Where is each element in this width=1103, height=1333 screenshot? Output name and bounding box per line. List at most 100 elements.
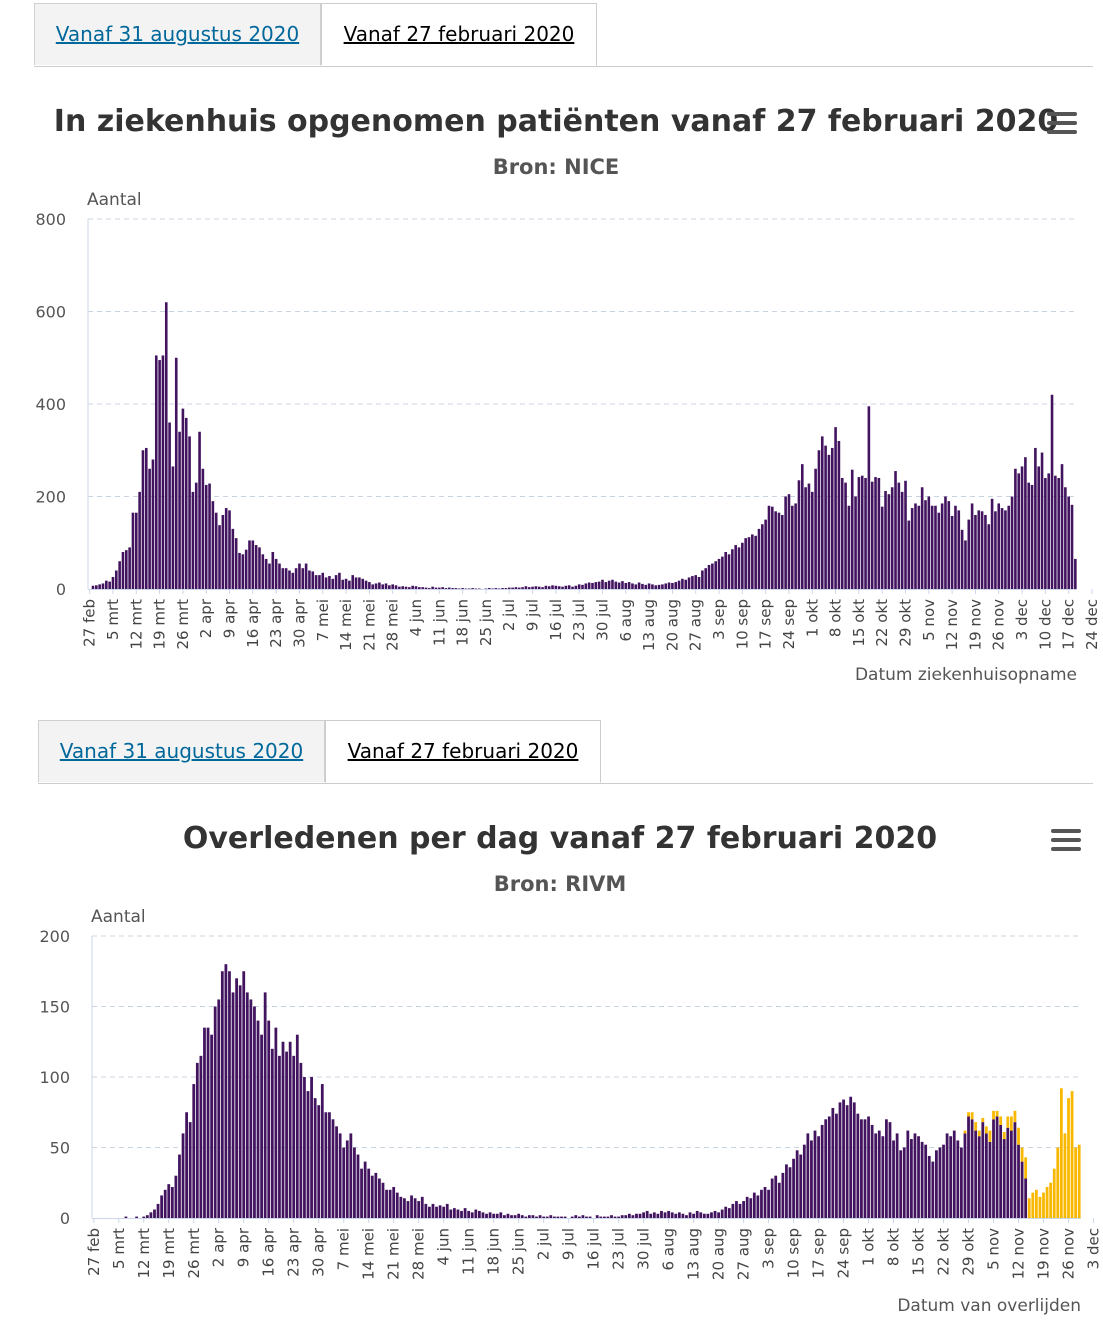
chart1-bar[interactable] xyxy=(301,568,305,589)
chart1-bar[interactable] xyxy=(920,487,924,589)
tab-vanaf-31-augustus-2[interactable]: Vanaf 31 augustus 2020 xyxy=(38,720,325,782)
chart1-bar[interactable] xyxy=(211,501,215,590)
chart2-bar[interactable] xyxy=(1006,1127,1010,1218)
tab-vanaf-31-augustus[interactable]: Vanaf 31 augustus 2020 xyxy=(34,3,321,65)
chart1-bar[interactable] xyxy=(141,450,145,589)
chart2-bar[interactable] xyxy=(702,1213,706,1218)
chart2-bar[interactable] xyxy=(538,1215,542,1218)
chart2-bar[interactable] xyxy=(988,1130,992,1142)
chart1-bar[interactable] xyxy=(747,537,751,589)
chart2-bar[interactable] xyxy=(631,1215,635,1218)
chart2-bar[interactable] xyxy=(270,1048,274,1218)
chart2-bar[interactable] xyxy=(724,1206,728,1218)
chart1-bar[interactable] xyxy=(218,525,221,589)
chart2-bar[interactable] xyxy=(913,1133,917,1218)
chart2-bar[interactable] xyxy=(817,1136,820,1218)
chart2-bar[interactable] xyxy=(217,999,221,1218)
chart2-bar[interactable] xyxy=(1002,1139,1006,1218)
chart2-bar[interactable] xyxy=(470,1212,474,1218)
chart2-bar[interactable] xyxy=(995,1116,999,1218)
chart2-bar[interactable] xyxy=(952,1130,956,1218)
chart1-bar[interactable] xyxy=(451,588,454,589)
chart1-bar[interactable] xyxy=(734,545,737,589)
chart1-bar[interactable] xyxy=(414,586,418,589)
chart1-bar[interactable] xyxy=(674,582,678,589)
chart2-bar[interactable] xyxy=(360,1168,363,1218)
chart1-bar[interactable] xyxy=(591,582,594,589)
chart1-bar[interactable] xyxy=(830,447,834,589)
chart1-bar[interactable] xyxy=(894,471,897,589)
chart1-bar[interactable] xyxy=(557,586,561,589)
chart1-bar[interactable] xyxy=(827,454,831,590)
chart1-bar[interactable] xyxy=(654,585,658,589)
chart1-bar[interactable] xyxy=(371,584,375,590)
chart2-bar[interactable] xyxy=(520,1215,524,1218)
chart2-bar[interactable] xyxy=(974,1130,978,1218)
chart1-bar[interactable] xyxy=(115,570,118,590)
chart1-bar[interactable] xyxy=(1047,473,1050,590)
chart2-bar[interactable] xyxy=(874,1133,878,1218)
chart1-bar[interactable] xyxy=(977,510,981,590)
chart1-bar[interactable] xyxy=(701,570,704,590)
chart2-bar[interactable] xyxy=(142,1216,146,1218)
chart1-bar[interactable] xyxy=(757,528,761,590)
chart2-bar[interactable] xyxy=(1077,1144,1081,1218)
chart1-bar[interactable] xyxy=(98,584,101,590)
chart1-bar[interactable] xyxy=(664,583,668,589)
chart2-bar[interactable] xyxy=(1027,1198,1031,1218)
chart2-bar[interactable] xyxy=(917,1136,920,1218)
chart1-bar[interactable] xyxy=(248,540,251,589)
chart2-bar[interactable] xyxy=(581,1215,585,1218)
chart1-bar[interactable] xyxy=(477,588,481,590)
chart1-bar[interactable] xyxy=(691,576,694,589)
chart1-bar[interactable] xyxy=(95,585,98,589)
chart2-bar[interactable] xyxy=(999,1124,1003,1218)
chart1-bar[interactable] xyxy=(947,501,951,590)
chart1-bar[interactable] xyxy=(994,511,997,589)
chart1-bar[interactable] xyxy=(424,587,428,589)
chart2-bar[interactable] xyxy=(438,1205,442,1218)
chart1-bar[interactable] xyxy=(777,512,781,589)
chart2-bar[interactable] xyxy=(785,1164,788,1218)
chart2-bar[interactable] xyxy=(242,971,246,1218)
chart1-bar[interactable] xyxy=(840,478,844,589)
chart2-bar[interactable] xyxy=(970,1112,974,1120)
chart1-bar[interactable] xyxy=(497,588,501,590)
chart2-bar[interactable] xyxy=(381,1182,385,1218)
chart2-bar[interactable] xyxy=(902,1147,906,1219)
chart2-bar[interactable] xyxy=(606,1216,610,1218)
chart1-bar[interactable] xyxy=(314,575,318,590)
chart1-bar[interactable] xyxy=(134,512,138,589)
chart1-bar[interactable] xyxy=(331,578,335,589)
chart2-bar[interactable] xyxy=(749,1198,753,1218)
chart1-bar[interactable] xyxy=(954,505,957,589)
chart1-bar[interactable] xyxy=(554,585,558,589)
chart2-bar[interactable] xyxy=(235,978,238,1218)
chart2-bar[interactable] xyxy=(860,1119,863,1218)
chart1-bar[interactable] xyxy=(627,582,631,589)
chart2-bar[interactable] xyxy=(495,1213,499,1218)
chart1-bar[interactable] xyxy=(328,576,331,589)
chart1-bar[interactable] xyxy=(438,587,441,589)
chart1-bar[interactable] xyxy=(814,468,817,589)
chart2-bar[interactable] xyxy=(385,1189,388,1218)
chart2-bar[interactable] xyxy=(745,1196,749,1218)
chart1-bar[interactable] xyxy=(1054,475,1057,589)
chart1-bar[interactable] xyxy=(1017,473,1021,590)
chart2-bar[interactable] xyxy=(481,1212,485,1218)
chart1-bar[interactable] xyxy=(514,587,518,589)
chart1-bar[interactable] xyxy=(238,552,241,589)
chart2-bar[interactable] xyxy=(492,1213,496,1218)
chart2-bar[interactable] xyxy=(1042,1192,1045,1218)
chart1-bar[interactable] xyxy=(671,582,674,589)
chart2-bar[interactable] xyxy=(949,1136,953,1218)
chart1-bar[interactable] xyxy=(341,579,345,589)
chart1-bar[interactable] xyxy=(291,572,295,589)
chart1-bar[interactable] xyxy=(1014,468,1017,589)
chart1-bar[interactable] xyxy=(378,582,381,589)
chart2-bar[interactable] xyxy=(370,1175,374,1218)
chart2-bar[interactable] xyxy=(999,1116,1003,1125)
chart1-bar[interactable] xyxy=(388,585,391,589)
chart2-bar[interactable] xyxy=(356,1154,360,1218)
chart1-bar[interactable] xyxy=(1027,482,1031,590)
